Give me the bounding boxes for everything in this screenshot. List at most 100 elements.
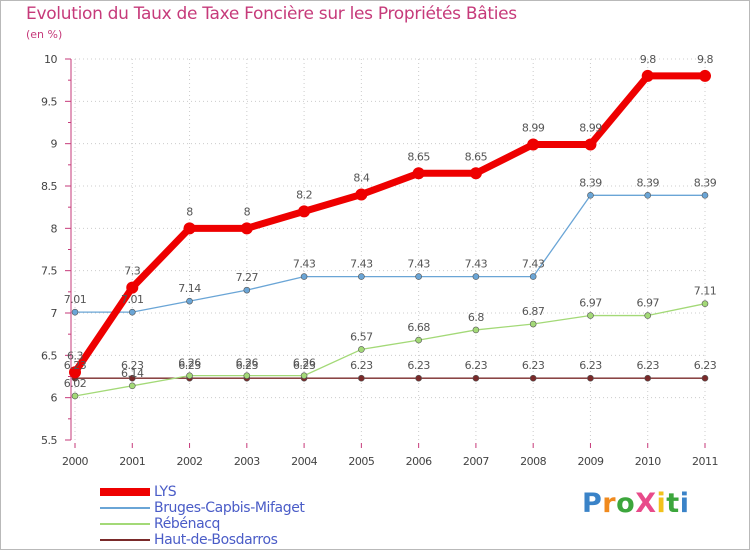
data-label: 8 xyxy=(244,205,251,218)
data-label: 8.65 xyxy=(407,150,430,163)
data-point xyxy=(527,138,540,151)
data-label: 6.57 xyxy=(350,330,373,343)
legend-item: Haut-de-Bosdarros xyxy=(100,532,305,548)
data-label: 6.23 xyxy=(121,359,144,372)
logo-letter: i xyxy=(679,488,690,519)
logo-letter: o xyxy=(616,488,636,519)
y-tick-label: 7.5 xyxy=(41,265,57,278)
data-label: 6.23 xyxy=(64,359,87,372)
data-label: 8.4 xyxy=(353,171,369,184)
legend-item: Rébénacq xyxy=(100,516,305,532)
data-point xyxy=(644,192,652,199)
data-point xyxy=(472,374,480,382)
data-point xyxy=(358,374,365,382)
data-point xyxy=(699,69,711,82)
y-tick-label: 5.5 xyxy=(41,434,57,447)
data-point xyxy=(243,372,251,379)
x-tick-label: 2011 xyxy=(692,455,718,468)
legend-swatch xyxy=(100,523,150,525)
data-label: 6.87 xyxy=(522,305,545,318)
data-label: 6.26 xyxy=(178,357,201,370)
legend-item: LYS xyxy=(100,484,305,500)
y-tick-label: 8 xyxy=(51,222,58,235)
data-label: 8.39 xyxy=(636,176,659,189)
data-label: 8.99 xyxy=(579,122,602,135)
data-point xyxy=(584,138,597,151)
data-label: 6.23 xyxy=(236,359,259,372)
data-point xyxy=(587,374,594,382)
x-tick-label: 2006 xyxy=(406,455,432,468)
data-point xyxy=(243,286,251,294)
data-point xyxy=(472,326,480,334)
data-label: 6.26 xyxy=(293,357,316,370)
data-point xyxy=(128,374,136,382)
data-point xyxy=(644,312,652,319)
x-tick-label: 2000 xyxy=(62,455,88,468)
data-point xyxy=(529,273,537,280)
data-label: 7.43 xyxy=(522,258,545,271)
legend-swatch xyxy=(100,539,150,541)
data-label: 6.23 xyxy=(293,359,316,372)
data-point xyxy=(641,69,654,82)
chart-legend: LYS Bruges-Capbis-Mifaget Rébénacq Haut-de-… xyxy=(100,484,305,548)
data-point xyxy=(415,273,422,280)
series-line-1 xyxy=(74,194,706,313)
x-tick-label: 2009 xyxy=(577,455,603,468)
x-tick-label: 2005 xyxy=(348,455,374,468)
logo-letter: t xyxy=(666,488,680,519)
data-point xyxy=(186,372,193,379)
data-label: 6.23 xyxy=(636,359,659,372)
data-point xyxy=(71,308,79,316)
x-tick-label: 2010 xyxy=(635,455,661,468)
legend-label: LYS xyxy=(154,484,177,500)
data-label: 6.23 xyxy=(178,359,201,372)
x-tick-label: 2008 xyxy=(520,455,546,468)
data-label: 6.23 xyxy=(407,359,430,372)
data-label: 8.99 xyxy=(522,122,545,135)
data-point xyxy=(71,392,79,400)
data-label: 6.14 xyxy=(121,367,144,380)
data-point xyxy=(529,320,537,328)
data-label: 6.26 xyxy=(236,357,259,370)
legend-swatch xyxy=(100,507,150,509)
x-tick-label: 2001 xyxy=(119,455,145,468)
y-tick-label: 9.5 xyxy=(41,95,57,108)
legend-label: Rébénacq xyxy=(154,516,221,532)
data-point xyxy=(69,366,81,379)
data-label: 6.23 xyxy=(350,359,373,372)
data-label: 7.43 xyxy=(407,258,430,271)
y-tick-label: 6 xyxy=(51,392,58,405)
y-tick-label: 7 xyxy=(51,307,58,320)
x-tick-label: 2002 xyxy=(177,455,203,468)
data-label: 8 xyxy=(186,205,193,218)
data-label: 6.23 xyxy=(465,359,488,372)
logo-letter: r xyxy=(602,488,617,519)
x-tick-label: 2007 xyxy=(463,455,489,468)
y-tick-label: 6.5 xyxy=(41,349,57,362)
data-label: 7.43 xyxy=(293,258,316,271)
data-label: 9.8 xyxy=(697,53,713,66)
proxiti-logo: ProXiti xyxy=(582,488,689,519)
data-label: 8.39 xyxy=(694,176,717,189)
data-point xyxy=(587,312,594,319)
data-point xyxy=(298,205,311,218)
data-point xyxy=(701,192,709,199)
logo-letter: i xyxy=(656,488,667,519)
data-label: 6.3 xyxy=(67,349,83,362)
data-point xyxy=(126,281,139,294)
data-point xyxy=(415,336,422,344)
data-label: 7.11 xyxy=(694,285,717,298)
data-point xyxy=(183,222,196,235)
data-point xyxy=(415,374,422,382)
data-label: 7.3 xyxy=(124,265,140,278)
chart-title: Evolution du Taux de Taxe Foncière sur l… xyxy=(26,4,517,24)
data-point xyxy=(701,374,709,382)
series-line-2 xyxy=(74,303,706,397)
data-point xyxy=(701,300,709,307)
data-point xyxy=(128,382,136,390)
legend-swatch xyxy=(100,488,150,496)
data-label: 7.43 xyxy=(465,258,488,271)
data-point xyxy=(469,167,482,180)
data-point xyxy=(358,273,365,280)
